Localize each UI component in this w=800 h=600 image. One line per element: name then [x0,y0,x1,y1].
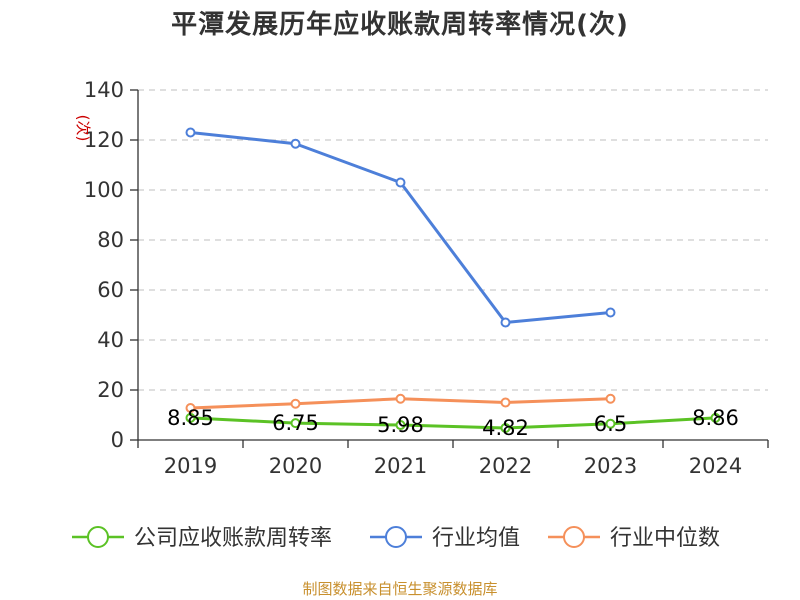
data-point[interactable] [290,418,301,429]
data-point[interactable] [185,412,196,423]
x-tick-label: 2024 [689,454,742,478]
series-lines [185,127,721,433]
y-tick-label: 120 [84,128,124,152]
data-label: 6.5 [594,412,627,436]
x-tick-label: 2022 [479,454,532,478]
y-tick-label: 60 [97,278,124,302]
legend-item[interactable]: 公司应收账款周转率 [72,526,332,551]
data-label: 8.86 [692,406,739,430]
y-axis-unit-label: (次) [74,115,92,142]
data-label: 6.75 [272,411,319,435]
axes: 0 20 40 60 80 100 120 140 (次) 2019 2020 2021 2022 202… [74,78,769,478]
data-point[interactable] [290,138,301,149]
y-tick-label: 0 [111,428,124,452]
data-point[interactable] [605,393,616,404]
y-tick-label: 80 [97,228,124,252]
chart-title: 平潭发展历年应收账款周转率情况(次) [171,10,629,40]
data-point[interactable] [500,422,511,433]
source-note: 制图数据来自恒生聚源数据库 [302,580,498,598]
x-tick-label: 2019 [164,454,217,478]
legend-label: 行业中位数 [610,526,720,551]
legend-marker-icon [87,526,109,548]
data-point[interactable] [710,412,721,423]
y-tick-label: 20 [97,378,124,402]
series-line [190,131,611,324]
legend-marker-icon [563,526,585,548]
legend-item[interactable]: 行业均值 [370,526,520,551]
legend[interactable]: 公司应收账款周转率 行业均值 行业中位数 [72,526,720,551]
data-point[interactable] [605,418,616,429]
legend-marker-icon [385,526,407,548]
x-tick-label: 2021 [374,454,427,478]
legend-label: 行业均值 [432,526,520,551]
x-tick-label: 2023 [584,454,637,478]
data-point[interactable] [395,420,406,431]
legend-item[interactable]: 行业中位数 [548,526,720,551]
data-point[interactable] [500,317,511,328]
y-tick-label: 40 [97,328,124,352]
data-label: 8.85 [167,406,214,430]
x-tick-label: 2020 [269,454,322,478]
y-tick-label: 140 [84,78,124,102]
data-point[interactable] [500,397,511,408]
grid-lines [138,89,768,391]
data-point[interactable] [605,307,616,318]
data-point[interactable] [290,398,301,409]
legend-label: 公司应收账款周转率 [134,526,332,551]
data-labels: 8.85 6.75 5.98 4.82 6.5 8.86 [167,406,739,440]
data-point[interactable] [395,393,406,404]
data-label: 5.98 [377,413,424,437]
data-point[interactable] [395,177,406,188]
data-label: 4.82 [482,416,529,440]
data-point[interactable] [185,127,196,138]
series-line [190,416,716,430]
data-point[interactable] [185,403,196,413]
y-tick-label: 100 [84,178,124,202]
